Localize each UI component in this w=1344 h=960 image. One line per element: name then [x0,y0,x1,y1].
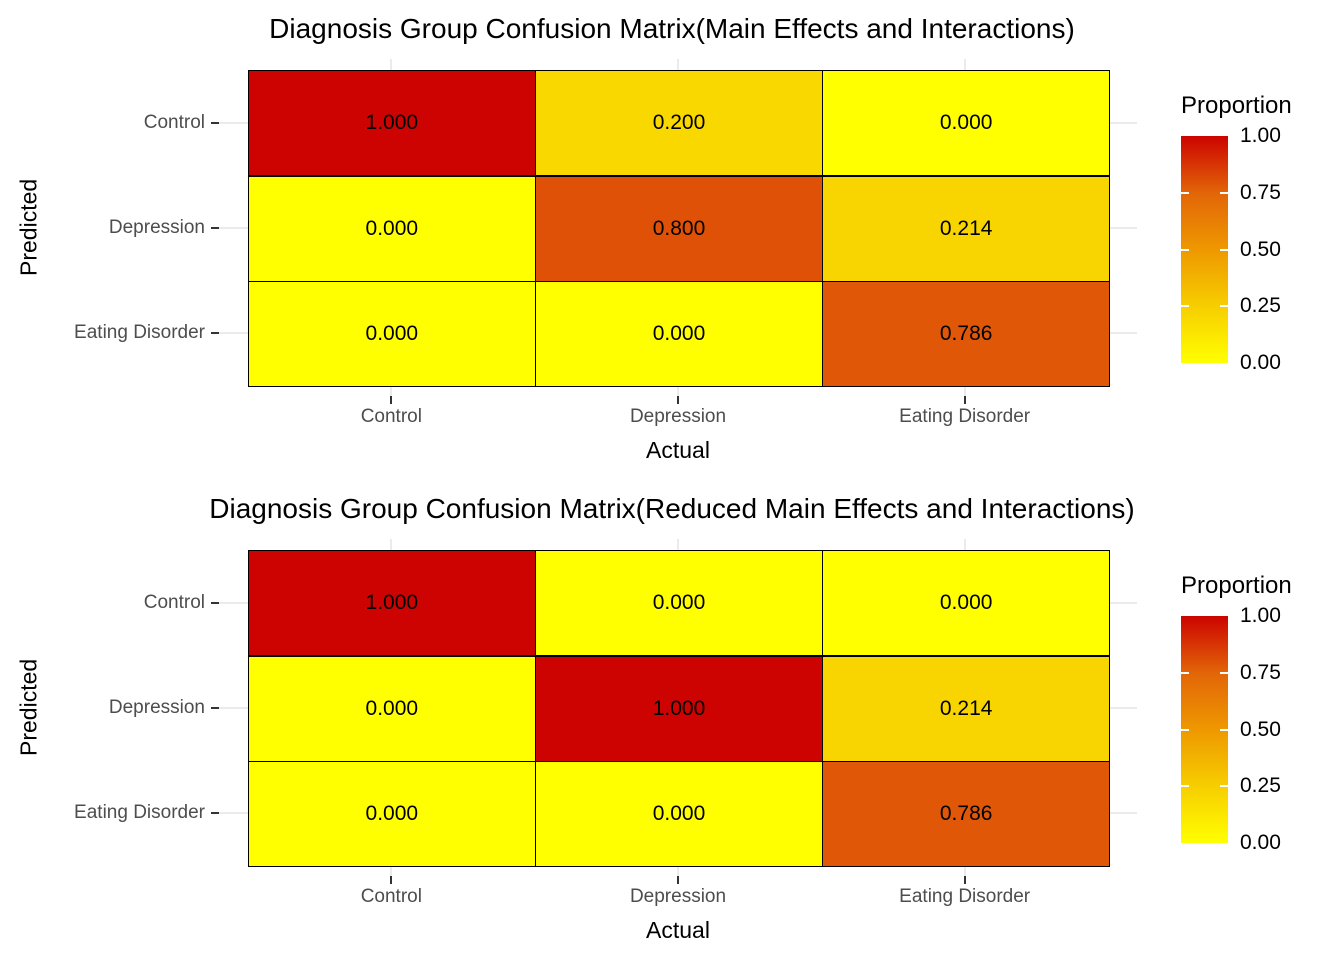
legend-tick-label: 0.50 [1240,717,1281,741]
x-axis-title: Actual [646,917,710,943]
legend-gradient-bar [1181,136,1228,363]
legend-tick [1220,671,1228,674]
chart-title: Diagnosis Group Confusion Matrix(Reduced… [209,493,1135,524]
legend-tick-labels: 1.00 0.75 0.50 0.25 0.00 [1240,124,1281,374]
matrix-cell: 1.000 [536,656,822,761]
plot-panel: 1.000 0.000 0.000 0.000 1.000 0.214 0.000 0.000… [219,539,1137,876]
x-axis-tick [390,396,393,404]
y-axis-tick [211,706,219,709]
x-axis-tick [963,876,966,884]
x-axis-labels: Control Depression Eating Disorder [0,480,1344,960]
y-axis-tick [211,601,219,604]
legend-tick [1181,248,1189,251]
matrix-cell: 0.786 [823,762,1109,866]
legend-tick-labels: 1.00 0.75 0.50 0.25 0.00 [0,480,1344,960]
x-tick-label: Control [360,886,422,907]
y-tick-label: Depression [108,696,205,718]
x-tick-label: Depression [629,886,727,907]
y-axis-labels: Control Depression Eating Disorder [0,539,205,876]
legend-title: Proportion [1181,92,1292,119]
matrix-cell: 0.000 [823,551,1109,655]
legend-title: Proportion [1181,572,1292,599]
confusion-matrix-reduced-main-effects: Diagnosis Group Confusion Matrix(Reduced… [0,480,1344,960]
legend-tick-label: 1.00 [1240,124,1281,147]
matrix-cell: 1.000 [249,71,535,175]
legend-tick [1220,728,1228,731]
y-axis-tick [211,811,219,814]
matrix-cell: 0.000 [249,176,535,281]
y-axis-tick [211,331,219,334]
matrix-cell: 0.786 [823,282,1109,386]
legend-tick-label: 0.00 [1240,351,1281,374]
matrix-cell: 0.000 [536,282,822,386]
y-tick-label: Depression [108,216,205,238]
matrix-cell: 0.800 [536,176,822,281]
legend-tick [1181,728,1189,731]
x-axis-title: Actual [646,437,710,463]
chart-title: Diagnosis Group Confusion Matrix(Main Ef… [269,13,1075,44]
legend-tick [1220,305,1228,308]
matrix-cell: 0.000 [536,762,822,866]
legend-tick-label: 1.00 [1240,604,1281,627]
matrix-cell: 0.000 [249,762,535,866]
legend-tick-label: 0.25 [1240,294,1281,318]
matrix-cell: 0.000 [249,656,535,761]
confusion-matrix-main-effects: Diagnosis Group Confusion Matrix(Main Ef… [0,13,1292,463]
x-axis-tick [677,876,679,884]
legend-tick [1220,248,1228,251]
legend-tick [1220,785,1228,788]
y-tick-label: Control [143,111,205,133]
legend-tick [1181,305,1189,308]
x-axis-labels: Control Depression Eating Disorder [360,406,1031,427]
y-tick-label: Eating Disorder [74,801,205,823]
x-tick-label: Eating Disorder [899,406,1031,427]
plot-panel: 1.000 0.200 0.000 0.000 0.800 0.214 0.000 0.000… [219,59,1137,396]
y-axis-tick [211,121,219,124]
x-axis-tick [390,876,393,884]
heatmap-grid: 1.000 0.000 0.000 0.000 1.000 0.214 0.000 0.000… [248,550,1110,867]
matrix-cell: 0.214 [823,176,1109,281]
legend-tick [1181,671,1189,674]
legend-tick-label: 0.25 [1240,774,1281,798]
y-tick-label: Control [143,591,205,613]
x-axis-tick [677,396,679,404]
matrix-cell: 0.214 [823,656,1109,761]
x-tick-label: Eating Disorder [899,886,1031,907]
y-axis-labels: Control Depression Eating Disorder [0,59,205,396]
matrix-cell: 0.000 [249,282,535,386]
matrix-cell: 0.200 [536,71,822,175]
legend-tick-label: 0.50 [1240,237,1281,261]
x-axis-tick [963,396,966,404]
legend-tick-label: 0.75 [1240,660,1281,684]
x-tick-label: Control [360,406,422,427]
matrix-cell: 1.000 [249,551,535,655]
legend-tick-label: 0.00 [1240,831,1281,854]
y-axis-tick [211,226,219,229]
x-tick-label: Depression [629,406,727,427]
legend-tick-label: 0.75 [1240,180,1281,204]
matrix-cell: 0.000 [536,551,822,655]
matrix-cell: 0.000 [823,71,1109,175]
y-tick-label: Eating Disorder [74,321,205,343]
legend-tick [1181,785,1189,788]
legend-gradient-bar [1181,616,1228,843]
legend-tick [1181,191,1189,194]
legend-tick [1220,191,1228,194]
heatmap-grid: 1.000 0.200 0.000 0.000 0.800 0.214 0.000 0.000… [248,70,1110,387]
